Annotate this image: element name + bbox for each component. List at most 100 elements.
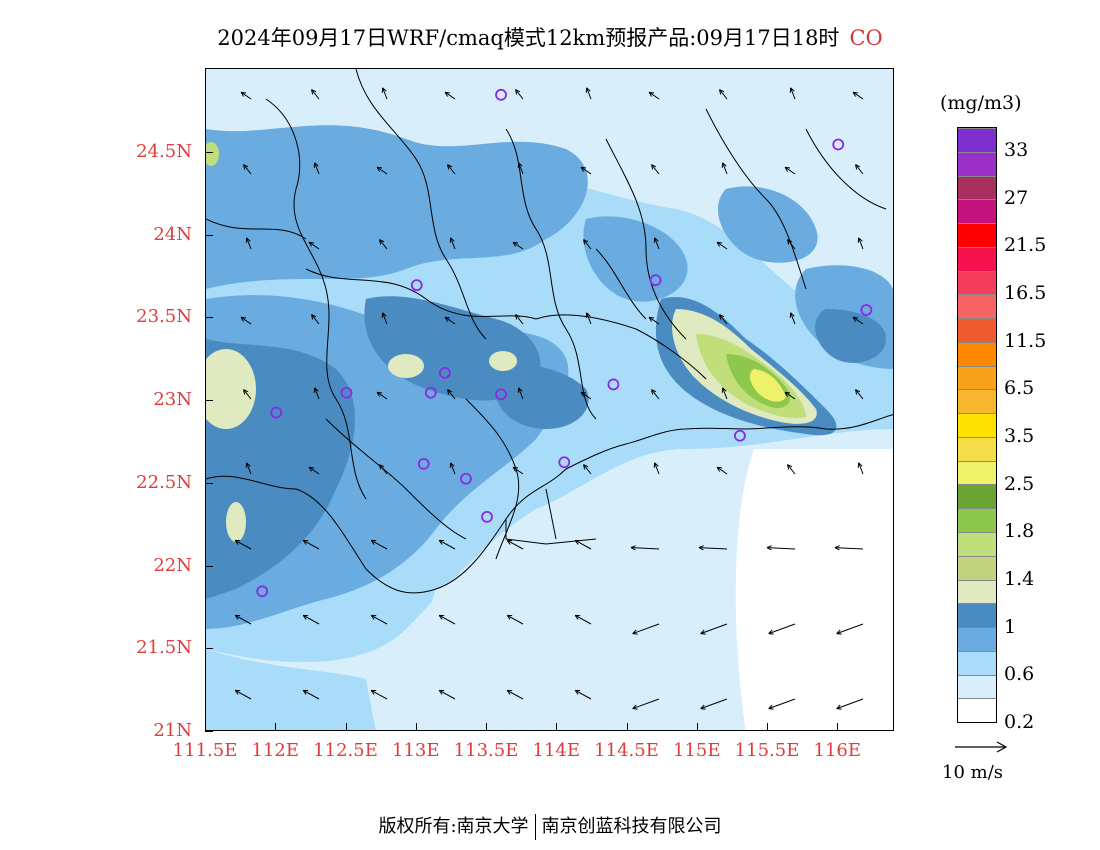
wind-arrow [651, 389, 660, 400]
lon-label: 116E [813, 740, 862, 761]
wind-arrow [787, 464, 796, 475]
wind-arrow-head [630, 547, 636, 551]
wind-arrow [506, 539, 524, 550]
station-marker [256, 585, 269, 598]
wind-arrow-head [766, 545, 772, 549]
station-marker [410, 279, 423, 292]
title-text: 2024年09月17日WRF/cmaq模式12km预报产品:09月17日18时 [217, 26, 840, 50]
wind-arrow-head [852, 91, 857, 97]
lat-label: 22N [153, 554, 192, 576]
wind-arrow-head [506, 690, 511, 695]
wind-arrow [512, 241, 524, 250]
wind-arrow-head [649, 316, 655, 319]
lat-tick [205, 400, 213, 401]
wind-arrow [243, 389, 252, 400]
station-marker [495, 88, 507, 101]
station-marker [558, 456, 571, 469]
lon-label: 115.5E [734, 740, 800, 761]
wind-arrow-head [632, 629, 637, 634]
lon-label: 114.5E [594, 740, 659, 761]
wind-arrow-head [787, 239, 793, 243]
wind-arrow [648, 316, 660, 325]
wind-arrow-head [768, 704, 773, 709]
lat-tick [205, 482, 213, 484]
wind-arrow-head [518, 162, 523, 167]
wind-arrow-head [785, 391, 791, 394]
wind-reference-arrow [955, 741, 1008, 753]
lon-tick [767, 723, 768, 731]
wind-arrow-head [506, 540, 511, 545]
station-marker [481, 510, 493, 523]
legend-swatch [958, 484, 996, 509]
wind-arrow [302, 689, 320, 700]
wind-arrow [586, 87, 592, 100]
legend-swatch [958, 508, 996, 533]
legend-label: 0.6 [1004, 663, 1035, 686]
lat-label: 24N [153, 223, 192, 245]
wind-arrow-head [719, 314, 722, 320]
legend-label: 21.5 [1004, 234, 1047, 257]
wind-arrow [852, 316, 864, 325]
wind-arrow [583, 239, 592, 250]
wind-arrow-head [784, 166, 789, 172]
wind-arrow-head [654, 237, 659, 242]
lon-tick [486, 723, 487, 731]
wind-arrow [243, 164, 252, 175]
wind-arrow-head [787, 464, 793, 468]
wind-arrow [836, 623, 864, 635]
lon-label: 113E [392, 740, 440, 761]
legend-swatch [958, 128, 996, 152]
copyright-right: 南京创蓝科技有限公司 [541, 816, 722, 837]
wind-arrow [768, 623, 796, 635]
station-marker [649, 274, 662, 287]
wind-arrow-head [450, 237, 455, 242]
lon-tick [345, 723, 347, 731]
legend-label: 2.5 [1004, 472, 1035, 495]
wind-arrow [574, 689, 592, 700]
wind-arrow-head [241, 91, 247, 94]
wind-arrow [518, 387, 524, 400]
legend-label: 6.5 [1004, 377, 1035, 400]
lon-label: 111.5E [172, 740, 238, 761]
wind-arrow [700, 698, 728, 710]
color-scale [957, 127, 997, 723]
wind-arrow [700, 623, 728, 635]
lat-tick [205, 731, 213, 732]
wind-arrow-head [855, 164, 861, 168]
wind-arrow [574, 614, 592, 625]
wind-arrow-head [314, 162, 319, 167]
wind-arrow-head [308, 466, 313, 472]
wind-arrow-head [784, 391, 789, 397]
wind-arrow [382, 312, 388, 325]
legend-swatch [958, 413, 996, 437]
wind-arrow-head [651, 164, 654, 170]
wind-arrow-head [513, 466, 519, 469]
wind-arrow [654, 237, 660, 250]
wind-arrow [767, 547, 796, 550]
wind-arrow [515, 314, 524, 325]
legend-swatch [958, 341, 996, 366]
station-marker [495, 388, 507, 401]
wind-arrow-head [246, 462, 251, 467]
wind-arrow-head [853, 91, 859, 94]
wind-arrow [631, 547, 660, 550]
wind-arrow-head [853, 316, 859, 319]
lat-label: 21.5N [136, 637, 192, 659]
wind-arrow-head [580, 166, 585, 172]
wind-arrow [246, 462, 252, 475]
wind-arrow-head [855, 389, 858, 395]
wind-arrow-head [717, 466, 723, 469]
legend-swatch [958, 650, 996, 675]
station-marker [734, 429, 746, 442]
lat-tick [205, 648, 213, 650]
wind-arrow-head [311, 89, 314, 95]
wind-arrow-head [234, 690, 239, 695]
lat-tick [205, 565, 213, 567]
wind-arrow-head [574, 540, 579, 545]
wind-arrow-head [654, 462, 659, 467]
legend-label: 27 [1004, 186, 1029, 209]
wind-arrow-head [447, 389, 453, 393]
wind-arrow-head [855, 389, 861, 393]
wind-arrow [379, 239, 388, 250]
wind-arrow [512, 466, 524, 475]
